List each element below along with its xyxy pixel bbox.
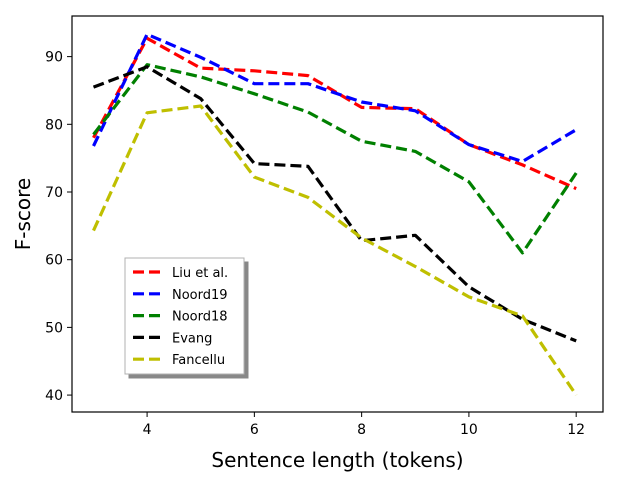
- y-tick-label: 50: [45, 320, 63, 336]
- plot-area-frame: [71, 15, 604, 413]
- y-tick-label: 40: [45, 388, 63, 404]
- x-tick-label: 10: [460, 422, 478, 438]
- x-tick-label: 4: [143, 422, 152, 438]
- x-tick-label: 6: [250, 422, 259, 438]
- series-line-fancellu: [92, 104, 578, 396]
- legend: Liu et al. Noord19 Noord18 Evang Fancellu: [124, 257, 245, 375]
- y-tick-label: 80: [45, 117, 63, 133]
- y-axis-label: F-score: [11, 178, 35, 250]
- series-line-evang: [92, 65, 577, 343]
- legend-label-evang: Evang: [172, 331, 212, 346]
- legend-label-liu-et-al: Liu et al.: [172, 266, 228, 281]
- series-layer: [92, 32, 578, 396]
- x-axis-label: Sentence length (tokens): [211, 448, 463, 472]
- legend-box: [124, 257, 245, 375]
- x-axis-ticks: 4 6 8 10 12: [143, 412, 585, 438]
- legend-label-noord19: Noord19: [172, 288, 228, 303]
- series-line-liu-et-al: [92, 36, 577, 191]
- y-tick-label: 70: [45, 185, 63, 201]
- y-axis-ticks: 40 50 60 70 80 90: [45, 50, 72, 404]
- series-line-noord18: [92, 63, 578, 255]
- legend-label-noord18: Noord18: [172, 310, 228, 325]
- x-tick-label: 12: [567, 422, 585, 438]
- series-line-noord19: [92, 32, 578, 164]
- x-tick-label: 8: [357, 422, 366, 438]
- legend-label-fancellu: Fancellu: [172, 353, 225, 368]
- y-tick-label: 90: [45, 50, 63, 66]
- y-tick-label: 60: [45, 253, 63, 269]
